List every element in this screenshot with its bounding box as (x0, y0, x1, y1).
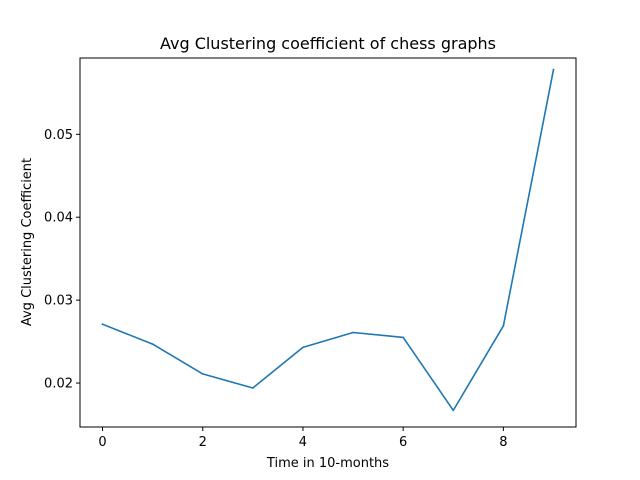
x-tick-label: 6 (399, 435, 407, 450)
data-point (101, 323, 104, 325)
data-point (201, 373, 204, 375)
y-tick-label: 0.05 (44, 128, 73, 143)
x-axis-label: Time in 10-months (266, 456, 389, 471)
x-tick-label: 4 (299, 435, 307, 450)
y-axis: 0.02 0.03 0.04 0.05 (44, 128, 80, 392)
data-point (302, 346, 304, 349)
x-tick-label: 2 (199, 435, 207, 450)
data-point (452, 409, 455, 412)
y-axis-label: Avg Clustering Coefficient (20, 158, 35, 326)
data-point (502, 325, 505, 327)
data-point (252, 387, 254, 389)
plot-area-frame (79, 57, 577, 428)
x-axis: 0 2 4 6 8 (98, 427, 507, 450)
data-point (151, 343, 154, 345)
x-tick-label: 8 (499, 435, 507, 450)
y-tick-label: 0.04 (44, 211, 73, 226)
y-tick-label: 0.03 (44, 294, 73, 309)
data-point (552, 68, 555, 71)
x-tick-label: 0 (98, 435, 106, 450)
series-line (101, 68, 555, 412)
data-point (402, 336, 404, 339)
data-point (352, 331, 354, 334)
chart-title: Avg Clustering coefficient of chess grap… (160, 34, 496, 53)
y-tick-label: 0.02 (44, 377, 73, 392)
series-layer (101, 68, 555, 412)
